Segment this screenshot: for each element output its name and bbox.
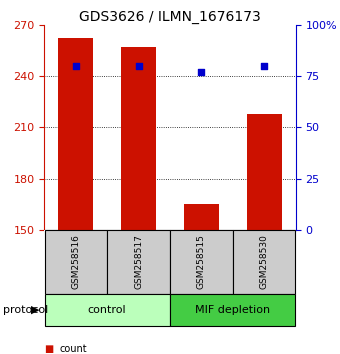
Text: GSM258515: GSM258515 <box>197 234 206 290</box>
Text: ■: ■ <box>44 344 53 354</box>
Text: count: count <box>59 344 87 354</box>
Bar <box>45 294 170 326</box>
Text: GSM258530: GSM258530 <box>260 234 269 290</box>
Bar <box>170 294 295 326</box>
Point <box>199 69 204 75</box>
Bar <box>58 39 93 230</box>
Text: ▶: ▶ <box>32 305 40 315</box>
Text: GSM258517: GSM258517 <box>134 234 143 290</box>
Bar <box>107 230 170 294</box>
Bar <box>121 47 156 230</box>
Title: GDS3626 / ILMN_1676173: GDS3626 / ILMN_1676173 <box>79 10 261 24</box>
Point <box>136 63 141 69</box>
Text: GSM258516: GSM258516 <box>71 234 80 290</box>
Text: control: control <box>88 305 126 315</box>
Bar <box>45 230 107 294</box>
Text: protocol: protocol <box>3 305 49 315</box>
Point <box>73 63 78 69</box>
Bar <box>170 230 233 294</box>
Point <box>262 63 267 69</box>
Bar <box>233 230 295 294</box>
Bar <box>247 114 282 230</box>
Text: MIF depletion: MIF depletion <box>195 305 270 315</box>
Bar <box>184 205 219 230</box>
